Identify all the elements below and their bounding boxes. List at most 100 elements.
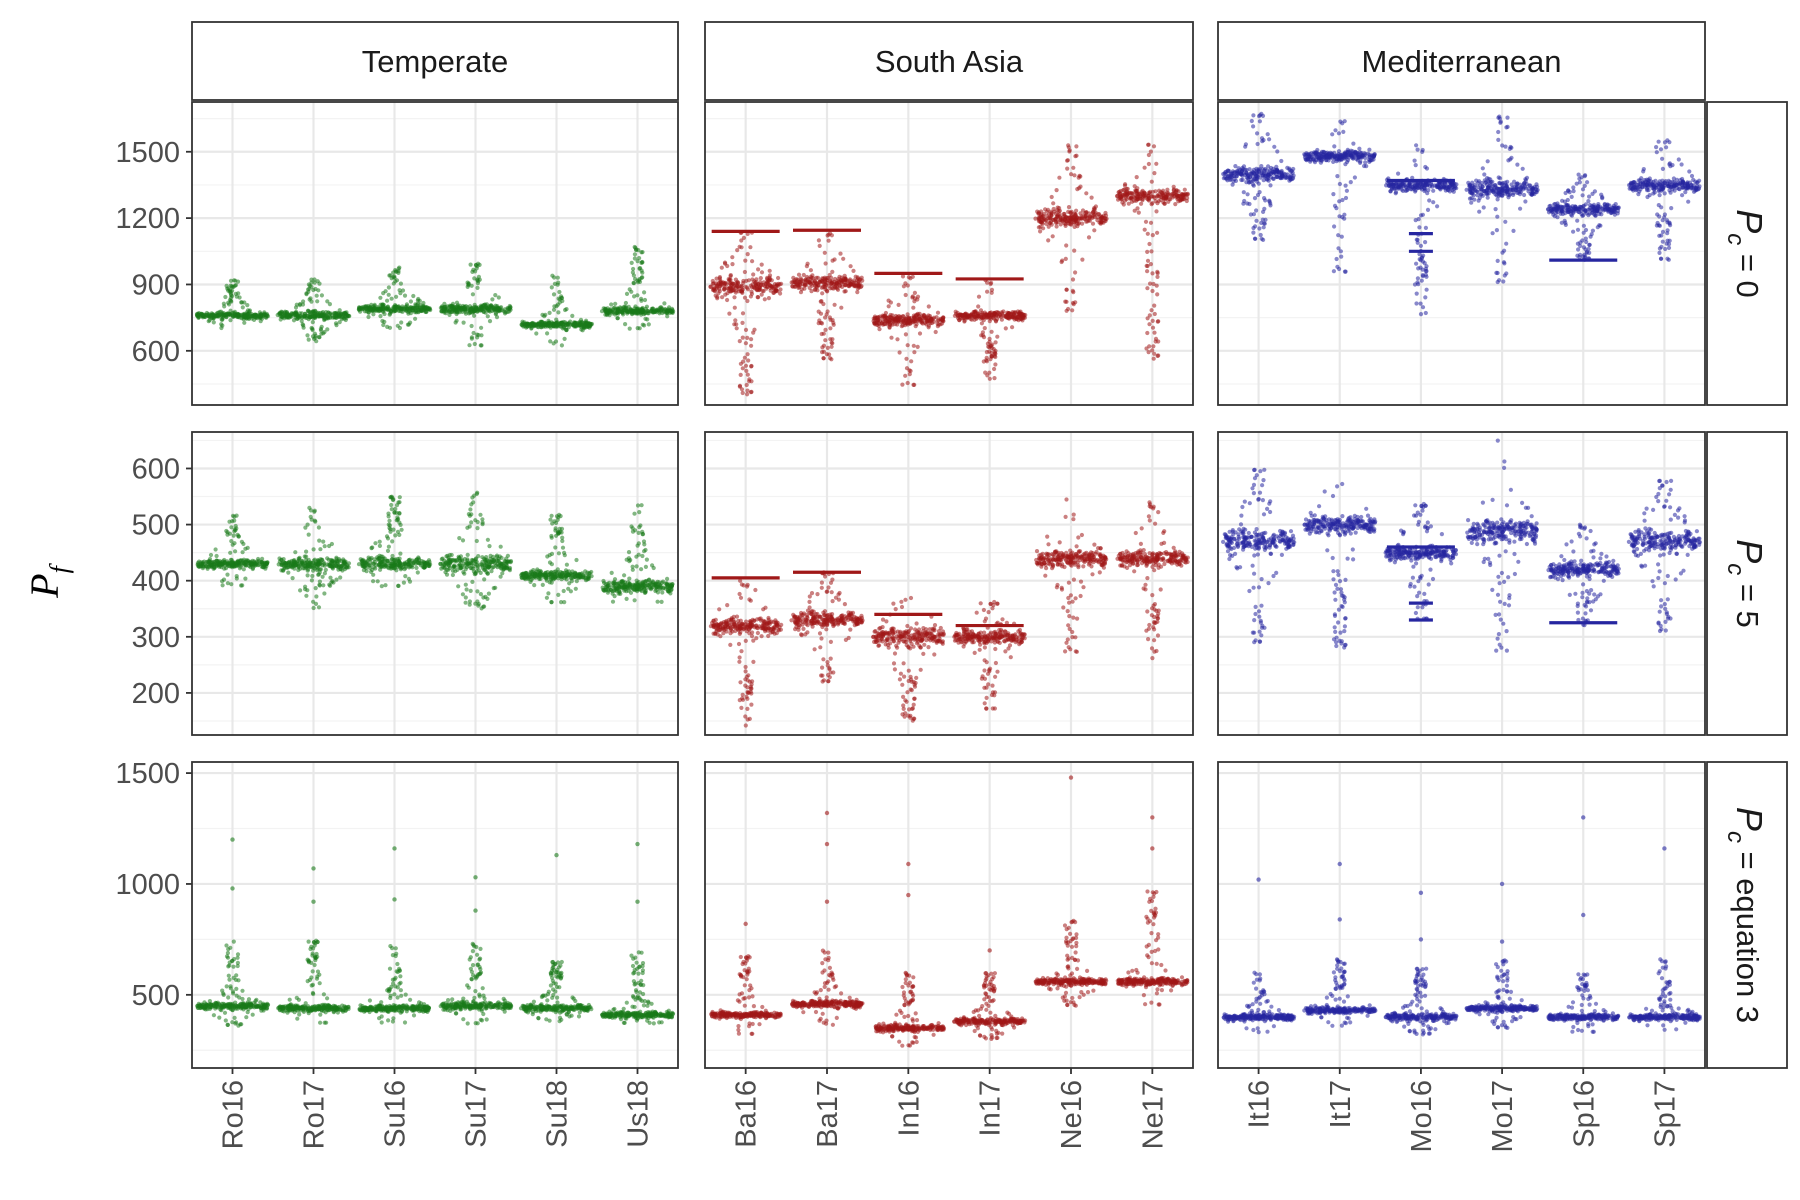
data-point (805, 261, 810, 266)
data-point (397, 325, 402, 331)
data-point (1223, 170, 1228, 175)
data-point (1071, 165, 1076, 170)
data-point (1122, 183, 1128, 188)
data-point (726, 277, 731, 282)
data-point (1331, 269, 1336, 274)
data-point (470, 292, 475, 297)
data-point (228, 318, 233, 323)
data-point (765, 277, 770, 282)
data-point (378, 314, 383, 319)
data-point (1467, 184, 1472, 189)
data-point (1367, 152, 1372, 157)
data-point (1434, 184, 1439, 190)
swarm-group (356, 265, 433, 331)
data-point (319, 324, 324, 329)
data-point (758, 276, 763, 281)
data-point (989, 290, 994, 295)
data-point (242, 300, 247, 305)
data-point (609, 302, 614, 307)
data-point (242, 559, 248, 565)
data-point (1583, 209, 1588, 214)
data-point (839, 305, 844, 310)
data-point (1067, 149, 1072, 154)
data-point (229, 525, 234, 530)
data-point (1261, 225, 1266, 230)
data-point (1148, 220, 1154, 225)
data-point (1306, 157, 1311, 162)
data-point (1151, 356, 1156, 361)
data-point (469, 283, 474, 288)
data-point (1413, 183, 1418, 188)
data-point (407, 305, 412, 310)
data-point (547, 310, 552, 315)
data-point (481, 306, 486, 311)
data-point (1055, 212, 1060, 217)
data-point (739, 289, 744, 294)
data-point (1471, 186, 1476, 191)
data-point (1149, 308, 1154, 313)
data-point (926, 304, 931, 309)
data-point (906, 275, 912, 280)
data-point (1502, 273, 1507, 278)
data-point (993, 319, 999, 324)
data-point (1257, 114, 1262, 119)
data-point (560, 326, 565, 331)
data-point (285, 312, 290, 317)
data-point (1355, 158, 1360, 163)
data-point (1099, 219, 1104, 224)
data-point (230, 288, 235, 293)
data-point (337, 308, 342, 313)
swarm-group (275, 277, 352, 344)
data-point (408, 320, 413, 325)
data-point (726, 286, 731, 291)
data-point (307, 297, 312, 302)
data-point (1251, 113, 1256, 118)
data-point (475, 332, 480, 337)
data-point (797, 285, 802, 290)
data-point (737, 339, 742, 344)
data-point (827, 352, 832, 357)
data-point (394, 278, 400, 283)
data-point (455, 310, 460, 315)
data-point (1423, 240, 1428, 245)
data-point (778, 291, 783, 296)
data-point (385, 324, 390, 329)
data-point (623, 322, 628, 327)
data-point (725, 263, 730, 269)
data-point (1333, 128, 1338, 133)
data-point (929, 316, 934, 322)
data-point (224, 528, 229, 534)
data-point (1152, 330, 1157, 335)
data-point (836, 278, 841, 283)
data-point (1150, 233, 1155, 238)
data-point (225, 581, 230, 586)
data-point (776, 275, 781, 281)
data-point (1413, 188, 1418, 193)
data-point (838, 251, 843, 256)
data-point (853, 274, 858, 279)
facet-panel (191, 101, 679, 406)
data-point (962, 319, 967, 324)
data-point (631, 266, 636, 272)
data-point (1155, 230, 1160, 235)
data-point (1147, 344, 1152, 349)
data-point (633, 247, 639, 253)
data-point (1241, 201, 1246, 206)
data-point (748, 245, 753, 250)
data-point (829, 281, 834, 286)
data-point (466, 311, 472, 316)
data-point (1018, 311, 1023, 316)
data-point (1355, 151, 1361, 156)
data-point (748, 390, 754, 395)
data-point (637, 279, 643, 284)
data-point (1253, 224, 1258, 229)
data-point (1424, 264, 1429, 269)
data-point (465, 284, 470, 289)
data-point (1469, 200, 1474, 205)
data-point (1490, 179, 1495, 184)
data-point (1475, 193, 1480, 198)
data-point (759, 292, 764, 297)
data-point (1425, 207, 1431, 212)
data-point (1417, 225, 1422, 230)
data-point (1567, 190, 1572, 195)
